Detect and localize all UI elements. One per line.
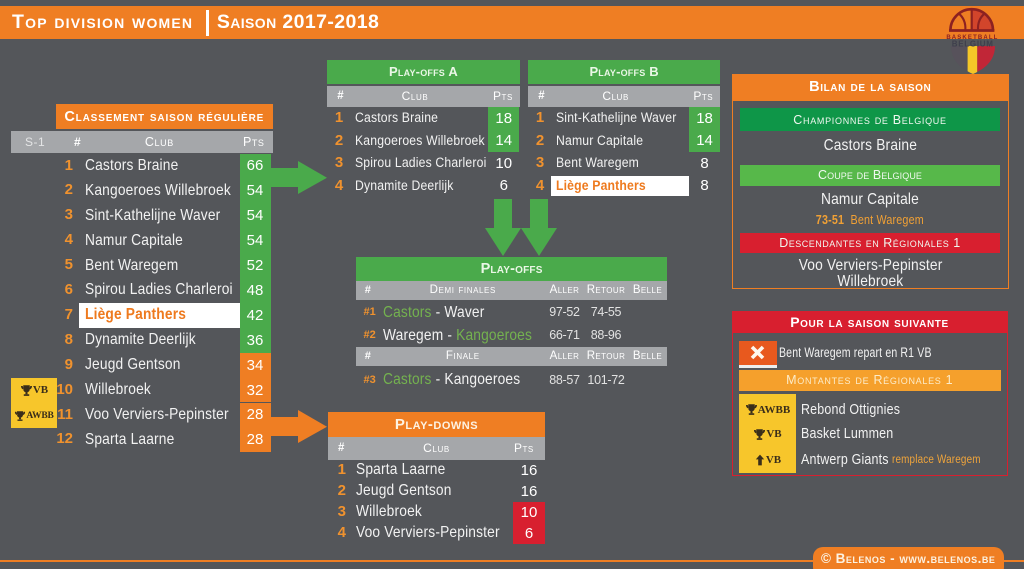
svg-text:BELGIUM: BELGIUM	[952, 40, 994, 49]
svg-text:BASKETBALL: BASKETBALL	[946, 35, 998, 41]
